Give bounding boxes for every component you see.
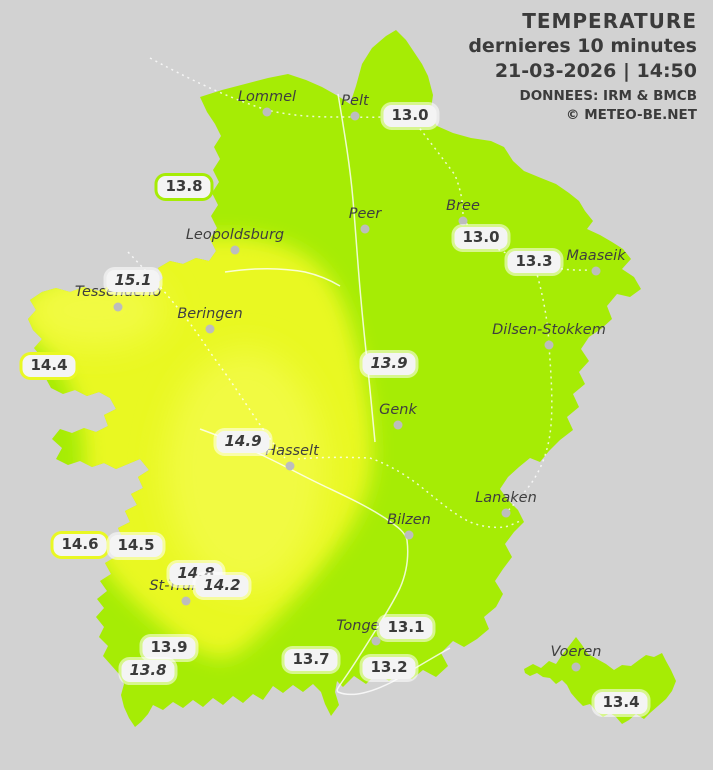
temp-badge: 13.8 bbox=[121, 660, 175, 682]
river-north-south bbox=[337, 93, 376, 443]
city-dot bbox=[404, 530, 414, 540]
city-label: Hasselt bbox=[265, 443, 320, 459]
temp-badge: 14.4 bbox=[22, 355, 76, 377]
city-bilzen: Bilzen bbox=[387, 512, 431, 540]
city-dot bbox=[571, 662, 581, 672]
city-dot bbox=[393, 420, 403, 430]
copyright-label: © METEO-BE.NET bbox=[566, 107, 697, 123]
temp-badge: 14.6 bbox=[53, 534, 107, 556]
temp-badge: 13.9 bbox=[362, 353, 416, 375]
city-dot bbox=[262, 107, 272, 117]
city-label: Voeren bbox=[551, 644, 602, 660]
canal-leopoldsburg bbox=[224, 267, 341, 287]
city-label: Bree bbox=[446, 198, 480, 214]
city-dot bbox=[371, 636, 381, 646]
city-dot bbox=[205, 324, 215, 334]
city-voeren: Voeren bbox=[551, 644, 602, 672]
datetime-label: 21-03-2026 | 14:50 bbox=[494, 60, 697, 82]
city-peer: Peer bbox=[349, 206, 383, 234]
city-label: Beringen bbox=[177, 306, 242, 322]
warm-zone-core bbox=[165, 350, 325, 590]
city-lommel: Lommel bbox=[238, 89, 296, 117]
city-dot bbox=[285, 461, 295, 471]
temp-badge: 13.7 bbox=[284, 649, 338, 671]
city-label: Pelt bbox=[341, 93, 370, 109]
city-label: Peer bbox=[349, 206, 383, 222]
road-west-dotted bbox=[127, 251, 286, 459]
city-dot bbox=[544, 340, 554, 350]
city-dot bbox=[230, 245, 240, 255]
temp-badge: 13.9 bbox=[142, 637, 196, 659]
city-label: Genk bbox=[379, 402, 417, 418]
city-genk: Genk bbox=[379, 402, 417, 430]
city-dilsen-stokkem: Dilsen-Stokkem bbox=[492, 322, 606, 350]
temp-badge: 13.2 bbox=[362, 657, 416, 679]
road-hasselt-east-dotted bbox=[297, 456, 523, 529]
temp-badge: 14.2 bbox=[195, 575, 249, 597]
temp-badge: 14.9 bbox=[216, 431, 270, 453]
city-label: Dilsen-Stokkem bbox=[492, 322, 606, 338]
road-dilsen-dotted bbox=[506, 263, 553, 513]
map-header: TEMPERATURE dernieres 10 minutes 21-03-2… bbox=[468, 8, 697, 125]
city-dot bbox=[113, 302, 123, 312]
temp-badge: 13.0 bbox=[454, 227, 508, 249]
city-beringen: Beringen bbox=[177, 306, 243, 334]
temp-badge: 13.3 bbox=[507, 251, 561, 273]
city-dot bbox=[181, 596, 191, 606]
river-demer-jeker bbox=[199, 428, 451, 696]
city-dot bbox=[350, 111, 360, 121]
city-label: Leopoldsburg bbox=[186, 227, 284, 243]
city-dot bbox=[458, 216, 468, 226]
city-label: Maaseik bbox=[566, 248, 626, 264]
city-dot bbox=[591, 266, 601, 276]
city-label: Lanaken bbox=[475, 490, 537, 506]
temp-badge: 13.0 bbox=[383, 105, 437, 127]
city-label: Bilzen bbox=[387, 512, 431, 528]
data-source-label: DONNEES: IRM & BMCB bbox=[519, 88, 698, 104]
page-title: TEMPERATURE bbox=[522, 9, 697, 33]
temp-badge: 14.5 bbox=[109, 535, 163, 557]
temp-badge: 13.4 bbox=[594, 692, 648, 714]
city-maaseik: Maaseik bbox=[566, 248, 626, 276]
city-dot bbox=[501, 508, 511, 518]
city-lanaken: Lanaken bbox=[475, 490, 537, 518]
city-pelt: Pelt bbox=[341, 93, 370, 121]
city-bree: Bree bbox=[446, 198, 480, 226]
city-dot bbox=[360, 224, 370, 234]
temp-badge: 13.1 bbox=[379, 617, 433, 639]
temp-badge: 13.8 bbox=[157, 176, 211, 198]
page-subtitle: dernieres 10 minutes bbox=[468, 35, 697, 57]
city-label: Lommel bbox=[238, 89, 296, 105]
city-hasselt: Hasselt bbox=[265, 443, 320, 471]
city-leopoldsburg: Leopoldsburg bbox=[186, 227, 284, 255]
temp-badge: 15.1 bbox=[106, 270, 160, 292]
